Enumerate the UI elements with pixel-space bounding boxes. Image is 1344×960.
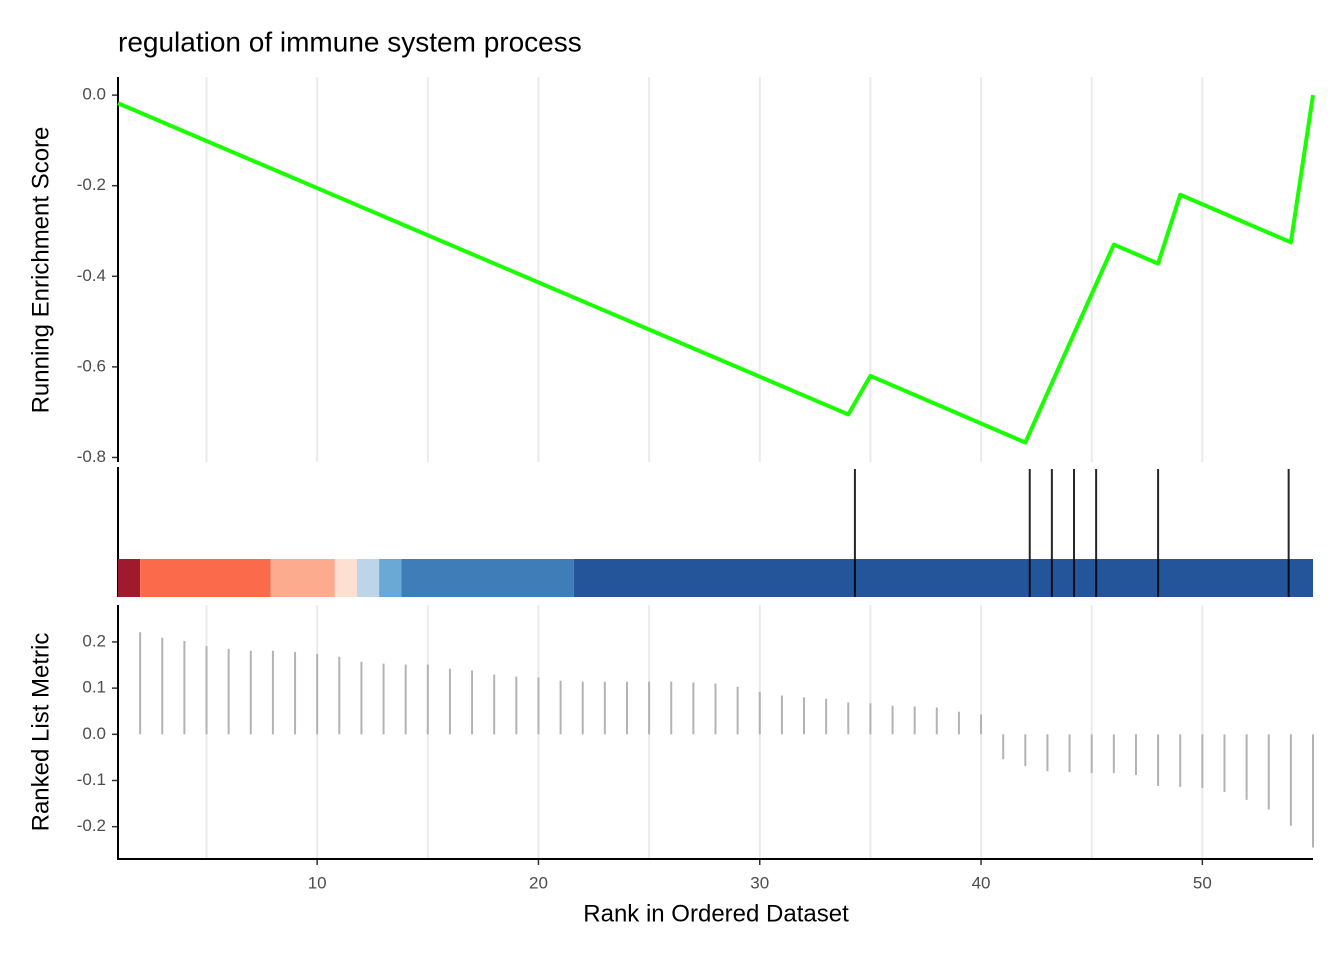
metric-bar <box>1289 734 1292 826</box>
y-tick-label: 0.1 <box>82 678 106 697</box>
metric-bar <box>1245 734 1248 800</box>
metric-bar <box>891 705 894 735</box>
metric-bar <box>1179 734 1182 787</box>
metric-bar <box>847 702 850 735</box>
metric-bar <box>980 714 983 735</box>
metric-bar <box>1157 734 1160 787</box>
metric-bar <box>1312 734 1314 848</box>
rank-color-segment <box>270 559 335 597</box>
y-tick-label: -0.8 <box>77 447 106 466</box>
metric-bar <box>249 650 252 735</box>
y-tick-label: 0.0 <box>82 724 106 743</box>
enrichment-line <box>117 94 1315 445</box>
rank-color-segment <box>334 559 357 597</box>
metric-bar <box>271 650 274 735</box>
y-axis-title: Running Enrichment Score <box>27 127 54 414</box>
metric-bar <box>1134 734 1137 775</box>
chart-title: regulation of immune system process <box>118 26 582 57</box>
metric-bar <box>426 664 429 735</box>
rank-color-segment <box>379 559 402 597</box>
metric-bar <box>825 698 828 735</box>
metric-bar <box>803 697 806 735</box>
metric-bar <box>935 707 938 735</box>
y-tick-label: 0.0 <box>82 85 106 104</box>
metric-bar <box>625 681 628 735</box>
x-axis-title: Rank in Ordered Dataset <box>583 900 849 927</box>
metric-bar <box>670 681 673 735</box>
metric-bar <box>205 646 208 735</box>
y-tick-label: -0.6 <box>77 356 106 375</box>
x-tick-label: 30 <box>750 873 769 892</box>
metric-bar <box>559 680 562 735</box>
metric-bar <box>1112 734 1115 774</box>
metric-bar <box>648 681 651 735</box>
metric-bar <box>1267 734 1270 810</box>
metric-bar <box>692 682 695 735</box>
metric-bar <box>869 703 872 735</box>
metric-bar <box>714 683 717 735</box>
metric-bar <box>382 663 385 735</box>
metric-bar <box>537 677 540 735</box>
metric-bar <box>183 641 186 735</box>
y-tick-label: -0.2 <box>77 175 106 194</box>
metric-bar <box>736 686 739 735</box>
metric-bar <box>471 670 474 735</box>
metric-bar <box>913 706 916 735</box>
metric-bar <box>161 637 164 735</box>
metric-bar <box>957 711 960 735</box>
rank-color-segment <box>140 559 271 597</box>
metric-bar <box>1201 734 1204 788</box>
metric-bar <box>1002 734 1005 760</box>
metric-bar <box>139 632 142 735</box>
metric-bar <box>493 674 496 735</box>
y-tick-label: -0.4 <box>77 266 106 285</box>
metric-bar <box>603 681 606 735</box>
rank-color-segment <box>573 559 1313 597</box>
x-tick-label: 50 <box>1193 873 1212 892</box>
metric-bar <box>1223 734 1226 793</box>
metric-bar <box>294 652 297 735</box>
metric-bar <box>360 661 363 735</box>
x-tick-label: 20 <box>529 873 548 892</box>
metric-bar <box>316 653 319 735</box>
metric-bar <box>1090 734 1093 774</box>
y-tick-label: -0.1 <box>77 770 106 789</box>
rank-color-segment <box>118 559 141 597</box>
metric-bar <box>581 681 584 735</box>
metric-bar <box>758 691 761 735</box>
metric-bar <box>338 656 341 735</box>
metric-bar <box>1068 734 1071 773</box>
metric-bar <box>227 648 230 735</box>
y-tick-label: -0.2 <box>77 816 106 835</box>
metric-bar <box>1024 734 1027 767</box>
rank-color-segment <box>357 559 380 597</box>
y-tick-label: 0.2 <box>82 631 106 650</box>
metric-bar <box>1046 734 1049 772</box>
x-tick-label: 10 <box>308 873 327 892</box>
y-axis-title: Ranked List Metric <box>27 633 54 832</box>
metric-bar <box>515 676 518 735</box>
rank-color-segment <box>401 559 574 597</box>
metric-bar <box>448 668 451 735</box>
metric-bar <box>404 664 407 735</box>
metric-bar <box>780 695 783 735</box>
x-tick-label: 40 <box>972 873 991 892</box>
